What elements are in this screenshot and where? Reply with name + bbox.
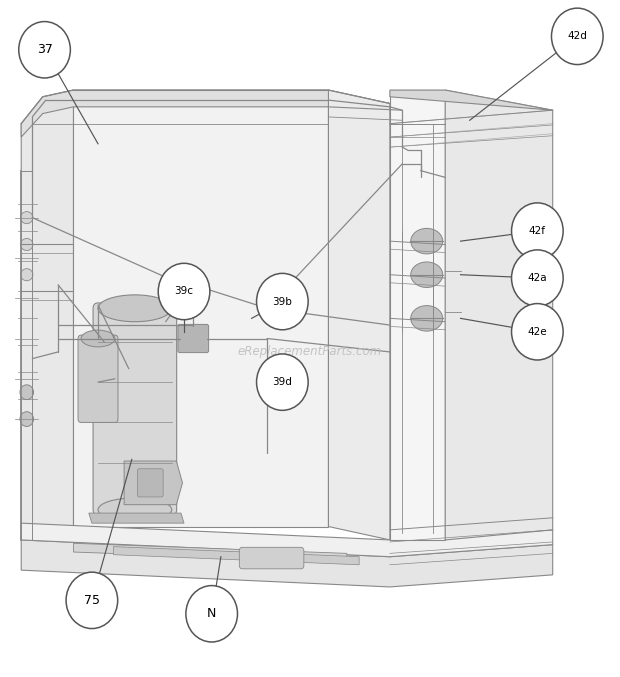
Circle shape xyxy=(158,263,210,320)
Ellipse shape xyxy=(411,305,443,331)
Polygon shape xyxy=(21,523,552,556)
Circle shape xyxy=(257,274,308,330)
Ellipse shape xyxy=(262,385,272,392)
Text: 39d: 39d xyxy=(272,377,292,387)
Circle shape xyxy=(512,203,563,259)
FancyBboxPatch shape xyxy=(93,303,177,515)
Ellipse shape xyxy=(81,330,115,347)
Polygon shape xyxy=(73,543,347,562)
Polygon shape xyxy=(329,90,390,540)
Polygon shape xyxy=(390,90,445,540)
Ellipse shape xyxy=(20,412,33,427)
Polygon shape xyxy=(21,90,390,137)
Ellipse shape xyxy=(262,366,272,372)
FancyBboxPatch shape xyxy=(78,335,118,422)
Circle shape xyxy=(19,22,70,78)
Text: eReplacementParts.com: eReplacementParts.com xyxy=(238,345,382,358)
Ellipse shape xyxy=(20,269,33,281)
Ellipse shape xyxy=(98,295,172,322)
Polygon shape xyxy=(390,90,552,110)
Circle shape xyxy=(186,586,237,642)
Text: N: N xyxy=(207,607,216,620)
Circle shape xyxy=(512,303,563,360)
FancyBboxPatch shape xyxy=(138,468,163,497)
Ellipse shape xyxy=(20,238,33,250)
Text: 37: 37 xyxy=(37,43,53,56)
Text: 39c: 39c xyxy=(175,286,193,297)
Text: 75: 75 xyxy=(84,594,100,607)
Circle shape xyxy=(512,250,563,306)
Text: 42d: 42d xyxy=(567,31,587,41)
Ellipse shape xyxy=(20,385,33,399)
Polygon shape xyxy=(21,540,552,587)
Polygon shape xyxy=(124,461,182,504)
Ellipse shape xyxy=(20,212,33,223)
Ellipse shape xyxy=(411,262,443,288)
Polygon shape xyxy=(445,90,552,540)
Ellipse shape xyxy=(411,228,443,254)
Polygon shape xyxy=(89,513,184,523)
Polygon shape xyxy=(113,546,359,565)
Polygon shape xyxy=(73,90,329,527)
Text: 42e: 42e xyxy=(528,327,547,336)
Text: 42f: 42f xyxy=(529,226,546,236)
Text: 42a: 42a xyxy=(528,273,547,283)
FancyBboxPatch shape xyxy=(178,324,208,353)
Circle shape xyxy=(257,354,308,410)
Text: 39b: 39b xyxy=(272,297,292,307)
Polygon shape xyxy=(21,90,73,540)
Circle shape xyxy=(551,8,603,64)
FancyBboxPatch shape xyxy=(239,547,304,569)
Ellipse shape xyxy=(98,498,172,521)
Circle shape xyxy=(66,572,118,628)
